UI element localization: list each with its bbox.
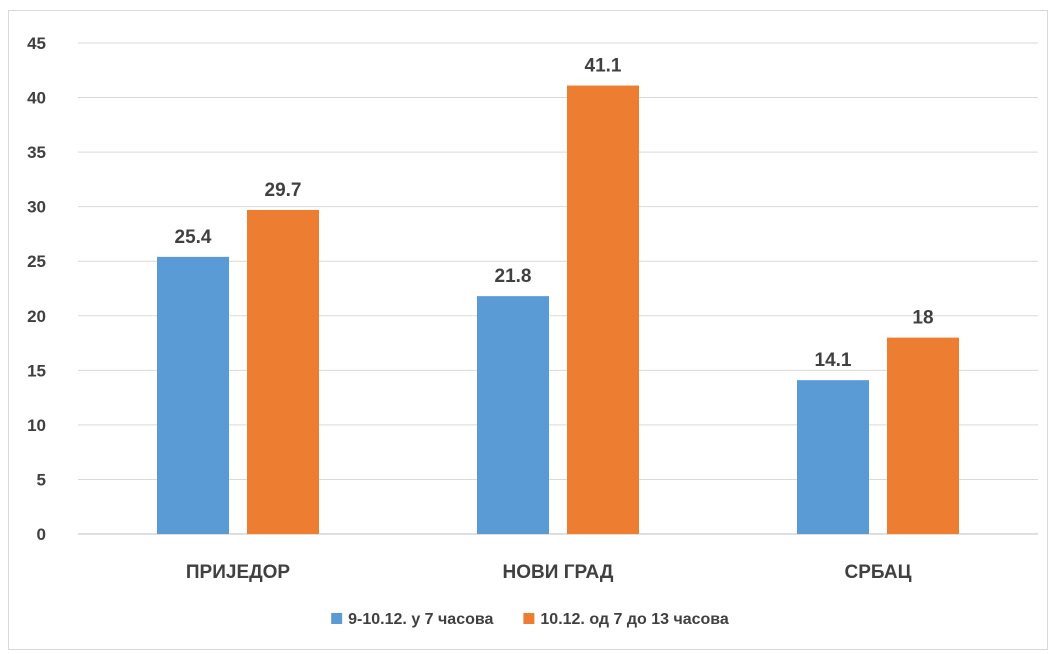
bar [157, 256, 229, 534]
legend-item: 9-10.12. у 7 часова [331, 611, 493, 628]
bar [797, 380, 869, 534]
bars [157, 85, 959, 534]
y-tick-label: 0 [37, 525, 46, 544]
legend-item: 10.12. од 7 до 13 часова [523, 611, 729, 628]
bar [567, 85, 639, 534]
y-tick-label: 30 [27, 198, 46, 217]
y-tick-label: 25 [27, 252, 46, 271]
data-label: 29.7 [265, 180, 302, 201]
y-tick-label: 35 [27, 143, 46, 162]
data-label: 18 [912, 308, 933, 329]
y-tick-label: 15 [27, 361, 46, 380]
y-axis-tick-labels: 0 5 10 15 20 25 30 35 40 45 [27, 34, 46, 544]
data-label: 21.8 [495, 266, 532, 287]
data-label: 41.1 [585, 56, 622, 77]
legend-label: 10.12. од 7 до 13 часова [540, 611, 729, 628]
gridlines [78, 42, 1038, 535]
category-label: НОВИ ГРАД [503, 562, 614, 583]
category-label: ПРИЈЕДОР [186, 562, 291, 583]
legend-swatch [523, 613, 535, 624]
y-tick-label: 20 [27, 307, 46, 326]
category-label: СРБАЦ [845, 562, 912, 583]
bar [247, 209, 319, 534]
data-label: 14.1 [815, 350, 852, 371]
category-labels: ПРИЈЕДОР НОВИ ГРАД СРБАЦ [186, 562, 912, 583]
legend-label: 9-10.12. у 7 часова [348, 611, 493, 628]
data-labels: 25.4 29.7 21.8 41.1 14.1 18 [175, 56, 934, 372]
bar [887, 337, 959, 534]
legend-swatch [331, 613, 343, 624]
y-tick-label: 45 [27, 34, 46, 53]
data-label: 25.4 [175, 227, 212, 248]
y-tick-label: 40 [27, 89, 46, 108]
y-tick-label: 10 [27, 416, 46, 435]
legend: 9-10.12. у 7 часова 10.12. од 7 до 13 час… [331, 611, 729, 628]
y-tick-label: 5 [37, 470, 46, 489]
bar [477, 296, 549, 534]
